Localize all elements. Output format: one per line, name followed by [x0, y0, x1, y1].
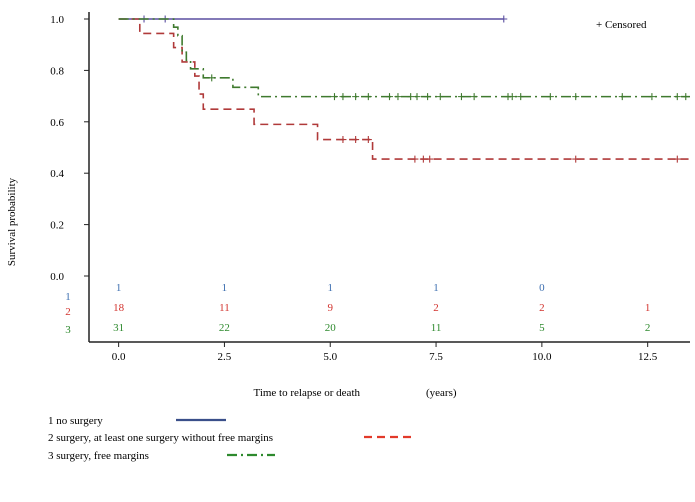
- y-tick-label: 1.0: [50, 14, 64, 26]
- censor-mark-series-2: [426, 155, 434, 163]
- x-tick-label: 12.5: [638, 351, 658, 363]
- censor-mark-series-3: [424, 93, 432, 101]
- risk-count: 31: [113, 322, 124, 334]
- risk-count: 2: [433, 302, 439, 314]
- x-axis-label: Time to relapse or death: [253, 387, 360, 399]
- x-axis-unit: (years): [426, 387, 457, 399]
- y-ticks: 0.0 0.2 0.4 0.6 0.8 1.0: [50, 14, 89, 283]
- x-tick-label: 0.0: [112, 351, 126, 363]
- y-axis-label: Survival probability: [6, 177, 18, 266]
- risk-count: 2: [645, 322, 651, 334]
- risk-count: 5: [539, 322, 545, 334]
- censor-mark-series-3: [517, 93, 525, 101]
- y-tick-label: 0.8: [50, 65, 64, 77]
- censor-mark-series-3: [673, 93, 681, 101]
- censor-mark-series-3: [546, 93, 554, 101]
- y-tick-label: 0.0: [50, 271, 64, 283]
- legend: 1 no surgery 2 surgery, at least one surg…: [48, 415, 412, 462]
- censor-mark-series-3: [648, 93, 656, 101]
- censor-mark-series-2: [339, 136, 347, 144]
- y-tick-label: 0.2: [50, 220, 64, 232]
- x-ticks: 0.0 2.5 5.0 7.5 10.0 12.5: [112, 342, 658, 363]
- legend-entry-1: 1 no surgery: [48, 415, 103, 427]
- censor-mark-series-2: [352, 136, 360, 144]
- y-tick-label: 0.4: [50, 168, 64, 180]
- risk-count: 1: [116, 282, 122, 294]
- curve-series-2: [118, 18, 690, 160]
- risk-count: 11: [431, 322, 442, 334]
- risk-count: 22: [219, 322, 230, 334]
- censor-mark-series-3: [386, 93, 393, 101]
- censor-mark-series-3: [457, 93, 465, 101]
- risk-count: 18: [113, 302, 125, 314]
- censor-mark-series-3: [407, 93, 415, 101]
- risk-count: 1: [433, 282, 439, 294]
- risk-table: 11 1 1 1 02 18 11 9 2 2 13 31 22 20 11 5 2: [65, 282, 650, 336]
- risk-count: 9: [327, 302, 333, 314]
- curve-series-3: [118, 18, 690, 98]
- risk-count: 1: [222, 282, 228, 294]
- censor-mark-series-3: [208, 74, 216, 82]
- risk-count: 11: [219, 302, 230, 314]
- y-tick-label: 0.6: [50, 117, 64, 129]
- risk-count: 20: [325, 322, 337, 334]
- censor-mark-series-3: [413, 93, 421, 101]
- censor-mark-series-3: [508, 93, 516, 101]
- risk-count: 0: [539, 282, 545, 294]
- risk-row-label: 2: [65, 306, 71, 318]
- risk-row-label: 3: [65, 324, 71, 336]
- censor-mark-series-3: [682, 93, 690, 101]
- censor-mark-series-2: [364, 136, 372, 144]
- censor-mark-series-3: [364, 93, 372, 101]
- censor-mark-series-3: [470, 93, 478, 101]
- x-tick-label: 5.0: [323, 351, 337, 363]
- censored-note: + Censored: [596, 19, 647, 31]
- x-tick-label: 7.5: [429, 351, 443, 363]
- x-tick-label: 2.5: [218, 351, 232, 363]
- risk-count: 2: [539, 302, 545, 314]
- risk-count: 1: [645, 302, 651, 314]
- censor-mark-series-3: [339, 93, 347, 101]
- censor-mark-series-2: [572, 155, 580, 163]
- censor-mark-series-3: [352, 93, 360, 101]
- censor-mark-series-2: [419, 155, 427, 163]
- censor-mark-series-2: [411, 155, 419, 163]
- risk-count: 1: [327, 282, 333, 294]
- censor-mark-series-3: [436, 93, 444, 101]
- x-tick-label: 10.0: [532, 351, 552, 363]
- axes: [88, 12, 690, 343]
- survival-curves: [118, 15, 690, 163]
- censor-mark-series-2: [673, 155, 681, 163]
- legend-entry-3: 3 surgery, free margins: [48, 450, 149, 462]
- censor-mark-series-1: [500, 15, 508, 23]
- risk-row-label: 1: [65, 291, 71, 303]
- censor-mark-series-3: [394, 93, 402, 101]
- censor-mark-series-3: [572, 93, 580, 101]
- censor-mark-series-3: [330, 93, 338, 101]
- legend-entry-2: 2 surgery, at least one surgery without …: [48, 432, 273, 444]
- censor-mark-series-3: [618, 93, 626, 101]
